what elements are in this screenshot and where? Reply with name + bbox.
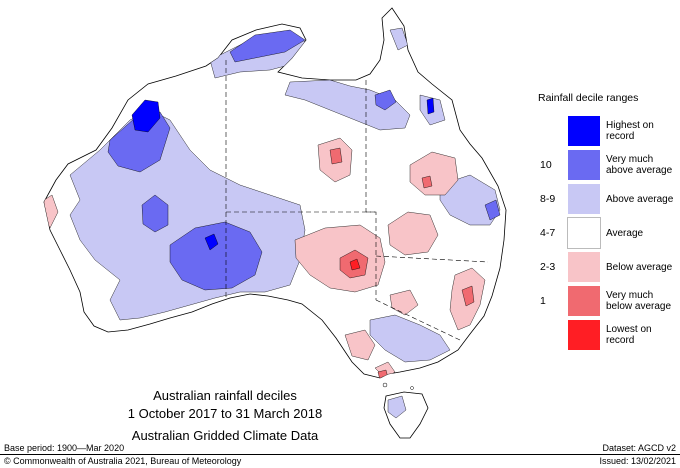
legend-row: 1 Very much below average — [538, 284, 678, 318]
legend-swatch — [568, 252, 600, 282]
base-period: Base period: 1900—Mar 2020 — [4, 443, 125, 453]
tasmania-outline — [383, 391, 429, 439]
legend-row: 2-3 Below average — [538, 250, 678, 284]
legend-swatch — [568, 184, 600, 214]
island — [410, 386, 414, 390]
island — [382, 382, 388, 388]
legend-decile-code: 10 — [540, 159, 552, 171]
legend-label: Highest on record — [606, 120, 654, 142]
legend-row: Highest on record — [538, 114, 678, 148]
legend-swatch — [568, 286, 600, 316]
legend-label: Below average — [606, 261, 673, 273]
legend-label: Very much above average — [606, 154, 673, 176]
legend-row: 8-9 Above average — [538, 182, 678, 216]
legend-title: Rainfall decile ranges — [538, 92, 639, 104]
legend-label: Very much below average — [606, 290, 672, 312]
dataset-label: Dataset: AGCD v2 — [602, 443, 676, 453]
footer-divider — [0, 454, 680, 455]
legend-swatch — [567, 217, 601, 249]
map-title-line-1: Australian rainfall deciles — [153, 388, 297, 403]
legend-label: Lowest on record — [606, 324, 652, 346]
legend-row: Lowest on record — [538, 318, 678, 352]
copyright: © Commonwealth of Australia 2021, Bureau… — [4, 456, 242, 466]
lowest-on-record-regions — [349, 258, 361, 271]
legend-swatch — [568, 320, 600, 350]
issued-date: Issued: 13/02/2021 — [599, 456, 676, 466]
legend-swatch — [568, 116, 600, 146]
legend-decile-code: 2-3 — [540, 261, 556, 273]
legend-row: 4-7 Average — [538, 216, 678, 250]
tasmania-above-average — [387, 395, 407, 419]
legend-label: Above average — [606, 193, 674, 205]
very-much-above-regions — [107, 29, 501, 291]
highest-on-record-regions — [131, 97, 435, 251]
legend-decile-code: 8-9 — [540, 193, 556, 205]
legend-decile-code: 1 — [540, 295, 546, 307]
map-title-line-2: 1 October 2017 to 31 March 2018 — [127, 406, 323, 421]
map-title-line-3: Australian Gridded Climate Data — [131, 428, 319, 443]
state-borders — [225, 60, 489, 341]
legend-decile-code: 4-7 — [540, 227, 556, 239]
legend-swatch — [568, 150, 600, 180]
legend-row: 10 Very much above average — [538, 148, 678, 182]
legend-label: Average — [606, 227, 644, 239]
